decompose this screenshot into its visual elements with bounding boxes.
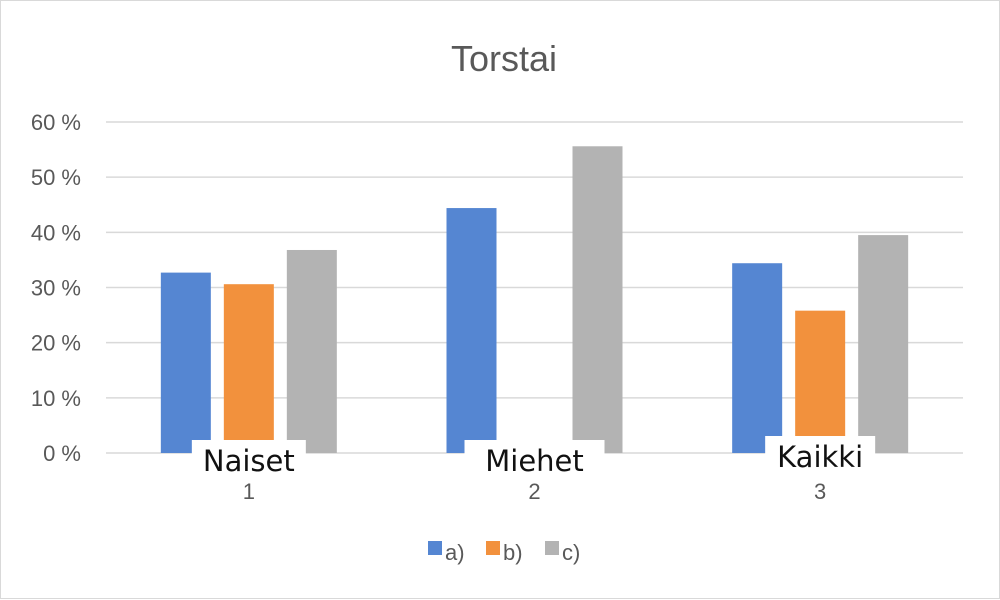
legend-entry: a) <box>445 540 465 565</box>
bar <box>446 208 497 453</box>
category-label: Miehet <box>485 444 584 478</box>
legend: a) b) c) <box>428 540 580 565</box>
category-label: Naiset <box>203 444 295 478</box>
x-tick-label: 1 <box>243 479 255 504</box>
legend-swatch <box>545 541 559 555</box>
bar <box>223 284 274 453</box>
y-axis-ticks: 0 % 10 % 20 % 30 % 40 % 50 % 60 % <box>31 110 81 466</box>
y-tick-label: 50 % <box>31 165 81 190</box>
x-tick-label: 2 <box>528 479 540 504</box>
category-label-box <box>464 440 605 482</box>
x-tick-label: 3 <box>814 479 826 504</box>
category-labels: Naiset Miehet Kaikki <box>191 436 876 482</box>
chart-title: Torstai <box>451 38 557 79</box>
bars <box>160 146 909 454</box>
y-tick-label: 60 % <box>31 110 81 135</box>
x-axis-ticks: 1 2 3 <box>243 479 827 504</box>
legend-swatch <box>428 541 442 555</box>
legend-swatch <box>486 541 500 555</box>
bar <box>795 310 846 453</box>
y-tick-label: 30 % <box>31 276 81 301</box>
legend-entry: c) <box>562 540 580 565</box>
bar <box>160 272 211 453</box>
bar <box>572 146 623 454</box>
y-tick-label: 40 % <box>31 220 81 245</box>
y-tick-label: 0 % <box>43 441 81 466</box>
bar <box>858 235 909 453</box>
y-tick-label: 20 % <box>31 331 81 356</box>
category-label-box <box>191 440 306 482</box>
legend-entry: b) <box>503 540 523 565</box>
y-tick-label: 10 % <box>31 386 81 411</box>
category-label-box <box>765 436 876 478</box>
category-label: Kaikki <box>777 440 863 474</box>
bar <box>286 249 337 453</box>
bar <box>732 263 783 453</box>
